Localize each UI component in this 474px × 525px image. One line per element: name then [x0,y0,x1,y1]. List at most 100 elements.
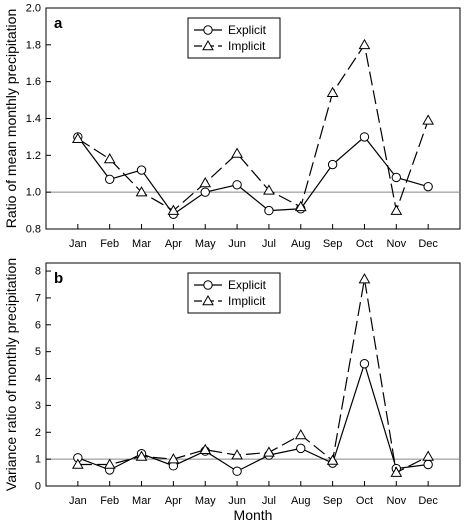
series-line-implicit [77,43,429,213]
panel-letter: a [54,15,63,32]
y-tick-label: 1 [35,454,41,466]
legend-marker-implicit [202,294,214,306]
data-point-explicit [359,132,370,142]
y-tick-label: 1.4 [26,113,41,125]
data-point-implicit [294,200,307,212]
y-tick-label: 4 [35,373,41,385]
y-tick-label: 7 [35,292,41,304]
x-tick-label: Sep [323,495,343,507]
data-point-implicit [199,176,212,188]
data-point-implicit [135,186,148,197]
x-tick-label: May [195,495,216,507]
y-tick-label: 1.2 [26,150,41,162]
y-tick-label: 1.6 [26,76,41,88]
data-point-implicit [135,450,148,461]
data-point-explicit [136,165,147,175]
legend-box [187,17,281,59]
legend: Explicit Implicit [187,17,281,59]
legend-marker-explicit [203,280,213,290]
data-point-explicit [327,159,338,170]
series-line-explicit [77,136,429,216]
x-tick-label: Aug [291,238,311,250]
x-tick-label: Apr [165,238,182,250]
legend: Explicit Implicit [187,272,281,314]
x-tick-label: Dec [418,238,438,250]
panel-b: 0 1 2 3 4 5 6 7 8 Jan Feb Mar Apr May Jun Jul Aug Sep Oct N… [3,258,461,523]
panel-letter: b [54,270,63,287]
x-tick-label: Jan [69,238,87,250]
data-point-explicit [232,466,242,476]
legend-label-implicit: Implicit [228,294,266,308]
data-point-implicit [199,443,212,454]
x-tick-label: Jun [228,495,246,507]
y-tick-label: 3 [35,400,41,412]
data-point-implicit [231,147,243,158]
data-point-explicit [232,180,242,190]
data-point-explicit [359,359,370,369]
data-point-implicit [358,273,371,284]
data-point-implicit [422,114,435,125]
legend-marker-explicit [203,25,213,35]
x-tick-label: Sep [323,238,343,250]
series-line-explicit [77,361,429,472]
x-tick-label: May [195,238,216,250]
data-point-implicit [167,204,180,215]
x-tick-label: Oct [356,495,373,507]
x-tick-label: Feb [100,495,119,507]
plot-frame [45,262,461,487]
data-point-implicit [294,428,307,440]
x-tick-label: Feb [100,238,119,250]
legend-marker-implicit [202,39,214,51]
data-point-implicit [71,458,84,469]
x-tick-label: Apr [165,495,182,507]
y-tick-label: 1.0 [26,187,41,199]
data-point-implicit [71,132,84,144]
series-line-implicit [77,279,429,474]
data-point-explicit [264,205,274,216]
data-point-explicit [200,187,210,197]
data-point-implicit [390,204,403,215]
panel-a: 0.8 1.0 1.2 1.4 1.6 1.8 2.0 Jan Feb Mar Apr May Jun J… [3,3,461,250]
data-point-explicit [423,459,433,470]
x-tick-label: Dec [418,495,438,507]
x-tick-label: Mar [132,495,151,507]
x-tick-label: Nov [387,495,407,507]
y-axis-label: Ratio of mean monthly precipitation [3,9,19,228]
y-axis-label: Variance ratio of monthly precipitation [3,258,19,491]
y-tick-label: 2.0 [26,3,41,15]
y-tick-label: 5 [35,346,41,358]
data-point-implicit [358,38,371,50]
legend-label-implicit: Implicit [228,39,266,53]
legend-box [187,272,281,314]
data-point-implicit [326,86,339,97]
x-tick-label: Mar [132,238,151,250]
data-point-implicit [231,449,243,460]
data-point-explicit [104,174,115,184]
data-point-implicit [263,446,275,457]
x-tick-label: Nov [387,238,407,250]
y-tick-label: 6 [35,319,41,331]
legend-label-explicit: Explicit [228,278,267,292]
data-point-explicit [391,172,402,183]
data-point-implicit [326,454,339,465]
data-point-implicit [263,184,275,195]
legend-label-explicit: Explicit [228,23,267,37]
y-tick-label: 0.8 [26,224,41,236]
x-tick-label: Jan [69,495,87,507]
x-axis-label: Month [234,507,273,523]
y-tick-label: 0 [35,481,41,493]
y-tick-label: 1.8 [26,39,41,51]
data-point-implicit [103,153,116,164]
y-tick-label: 2 [35,427,41,439]
data-point-explicit [296,443,306,454]
data-point-implicit [390,466,403,477]
y-tick-label: 8 [35,266,41,278]
x-tick-label: Oct [356,238,373,250]
data-point-implicit [103,458,116,469]
x-tick-label: Aug [291,495,311,507]
data-point-explicit [423,181,433,192]
x-tick-label: Jul [262,495,276,507]
data-point-implicit [167,453,180,464]
x-tick-label: Jun [228,238,246,250]
